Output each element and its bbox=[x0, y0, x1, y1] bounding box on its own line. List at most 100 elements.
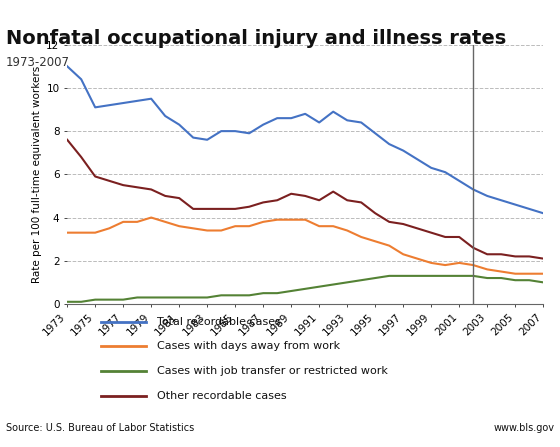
Total recordable cases bbox=[386, 141, 393, 147]
Cases with days away from work bbox=[372, 239, 379, 244]
Cases with days away from work bbox=[78, 230, 85, 236]
Total recordable cases bbox=[134, 98, 141, 104]
Other recordable cases bbox=[148, 187, 155, 192]
Cases with job transfer or restricted work bbox=[288, 288, 295, 294]
Total recordable cases bbox=[414, 156, 421, 162]
Text: Cases with days away from work: Cases with days away from work bbox=[157, 342, 340, 351]
Cases with days away from work bbox=[442, 262, 449, 268]
Cases with days away from work bbox=[218, 228, 225, 233]
Cases with job transfer or restricted work bbox=[498, 275, 505, 281]
Total recordable cases bbox=[190, 135, 197, 140]
Total recordable cases bbox=[470, 187, 477, 192]
Other recordable cases bbox=[64, 137, 71, 143]
Cases with job transfer or restricted work bbox=[442, 273, 449, 278]
Other recordable cases bbox=[176, 195, 183, 201]
Line: Cases with days away from work: Cases with days away from work bbox=[67, 218, 543, 274]
Line: Total recordable cases: Total recordable cases bbox=[67, 66, 543, 213]
Cases with days away from work bbox=[92, 230, 99, 236]
Cases with days away from work bbox=[176, 224, 183, 229]
Other recordable cases bbox=[344, 198, 351, 203]
Other recordable cases bbox=[232, 206, 239, 211]
Cases with days away from work bbox=[162, 219, 169, 224]
Cases with days away from work bbox=[428, 260, 435, 266]
Cases with days away from work bbox=[526, 271, 533, 276]
Cases with job transfer or restricted work bbox=[316, 284, 323, 289]
Other recordable cases bbox=[162, 193, 169, 198]
Cases with job transfer or restricted work bbox=[64, 299, 71, 304]
Cases with days away from work bbox=[386, 243, 393, 249]
Cases with job transfer or restricted work bbox=[218, 293, 225, 298]
Other recordable cases bbox=[190, 206, 197, 211]
Text: www.bls.gov: www.bls.gov bbox=[493, 423, 554, 433]
Total recordable cases bbox=[512, 202, 519, 207]
Other recordable cases bbox=[456, 234, 463, 240]
Other recordable cases bbox=[470, 245, 477, 250]
Cases with job transfer or restricted work bbox=[78, 299, 85, 304]
Other recordable cases bbox=[428, 230, 435, 236]
Other recordable cases bbox=[134, 185, 141, 190]
Other recordable cases bbox=[540, 256, 547, 261]
Cases with job transfer or restricted work bbox=[232, 293, 239, 298]
Total recordable cases bbox=[330, 109, 337, 114]
Cases with days away from work bbox=[456, 260, 463, 266]
Other recordable cases bbox=[400, 221, 407, 227]
Total recordable cases bbox=[232, 128, 239, 134]
Other recordable cases bbox=[316, 198, 323, 203]
Other recordable cases bbox=[330, 189, 337, 194]
Other recordable cases bbox=[288, 191, 295, 197]
Total recordable cases bbox=[246, 131, 253, 136]
Cases with job transfer or restricted work bbox=[512, 278, 519, 283]
Cases with job transfer or restricted work bbox=[274, 291, 281, 296]
Cases with days away from work bbox=[64, 230, 71, 236]
Cases with job transfer or restricted work bbox=[246, 293, 253, 298]
Total recordable cases bbox=[64, 63, 71, 69]
Other recordable cases bbox=[260, 200, 267, 205]
Other recordable cases bbox=[204, 206, 211, 211]
Total recordable cases bbox=[218, 128, 225, 134]
Cases with days away from work bbox=[274, 217, 281, 223]
Other recordable cases bbox=[484, 252, 491, 257]
Cases with days away from work bbox=[204, 228, 211, 233]
Cases with job transfer or restricted work bbox=[470, 273, 477, 278]
Total recordable cases bbox=[92, 105, 99, 110]
Cases with days away from work bbox=[120, 219, 127, 224]
Cases with job transfer or restricted work bbox=[260, 291, 267, 296]
Cases with days away from work bbox=[344, 228, 351, 233]
Total recordable cases bbox=[204, 137, 211, 143]
Cases with days away from work bbox=[246, 224, 253, 229]
Cases with job transfer or restricted work bbox=[92, 297, 99, 302]
Total recordable cases bbox=[260, 122, 267, 127]
Total recordable cases bbox=[106, 102, 113, 108]
Cases with days away from work bbox=[470, 262, 477, 268]
Cases with days away from work bbox=[134, 219, 141, 224]
Cases with job transfer or restricted work bbox=[134, 295, 141, 300]
Text: Other recordable cases: Other recordable cases bbox=[157, 391, 286, 401]
Cases with days away from work bbox=[498, 269, 505, 274]
Cases with days away from work bbox=[414, 256, 421, 261]
Total recordable cases bbox=[316, 120, 323, 125]
Cases with job transfer or restricted work bbox=[330, 282, 337, 287]
Cases with days away from work bbox=[512, 271, 519, 276]
Total recordable cases bbox=[302, 111, 309, 117]
Other recordable cases bbox=[92, 174, 99, 179]
Other recordable cases bbox=[106, 178, 113, 184]
Cases with job transfer or restricted work bbox=[358, 278, 365, 283]
Total recordable cases bbox=[358, 120, 365, 125]
Total recordable cases bbox=[540, 211, 547, 216]
Other recordable cases bbox=[78, 154, 85, 160]
Line: Cases with job transfer or restricted work: Cases with job transfer or restricted wo… bbox=[67, 276, 543, 302]
Total recordable cases bbox=[274, 115, 281, 121]
Other recordable cases bbox=[274, 198, 281, 203]
Total recordable cases bbox=[148, 96, 155, 101]
Cases with days away from work bbox=[106, 226, 113, 231]
Total recordable cases bbox=[78, 76, 85, 82]
Total recordable cases bbox=[442, 169, 449, 175]
Text: Cases with job transfer or restricted work: Cases with job transfer or restricted wo… bbox=[157, 366, 388, 376]
Cases with days away from work bbox=[484, 267, 491, 272]
Other recordable cases bbox=[218, 206, 225, 211]
Cases with job transfer or restricted work bbox=[162, 295, 169, 300]
Cases with job transfer or restricted work bbox=[176, 295, 183, 300]
Cases with job transfer or restricted work bbox=[484, 275, 491, 281]
Total recordable cases bbox=[456, 178, 463, 184]
Line: Other recordable cases: Other recordable cases bbox=[67, 140, 543, 258]
